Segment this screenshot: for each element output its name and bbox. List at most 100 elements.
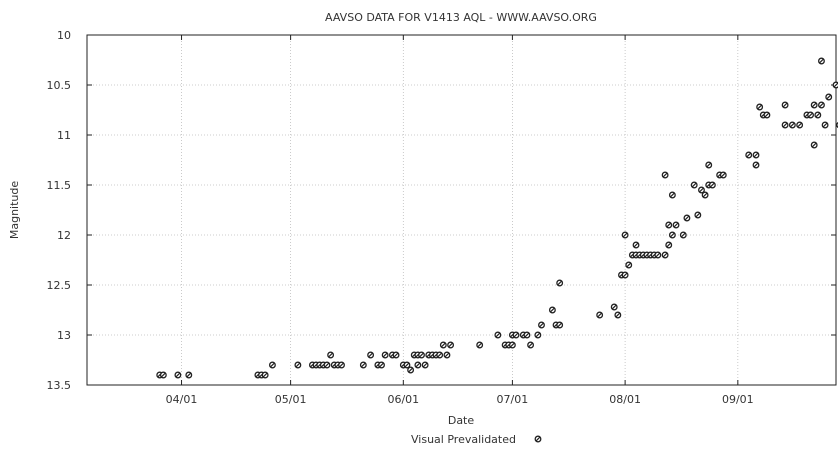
- data-point: [444, 352, 450, 358]
- data-point: [535, 332, 541, 338]
- data-point: [262, 372, 268, 378]
- data-point: [437, 352, 443, 358]
- data-point: [513, 332, 519, 338]
- data-point: [662, 252, 668, 258]
- data-point: [790, 122, 796, 128]
- legend-label: Visual Prevalidated: [411, 433, 516, 446]
- data-point: [826, 94, 832, 100]
- data-point: [691, 182, 697, 188]
- data-point: [670, 192, 676, 198]
- data-point: [797, 122, 803, 128]
- legend-marker: [535, 436, 541, 442]
- x-tick-label: 07/01: [497, 393, 529, 406]
- x-tick-label: 04/01: [166, 393, 198, 406]
- data-point: [633, 242, 639, 248]
- data-point: [753, 162, 759, 168]
- data-point: [422, 362, 428, 368]
- data-point: [710, 182, 716, 188]
- legend: Visual Prevalidated: [411, 433, 541, 446]
- data-point: [368, 352, 374, 358]
- data-point: [819, 102, 825, 108]
- x-tick-label: 08/01: [609, 393, 641, 406]
- data-point: [295, 362, 301, 368]
- data-point: [626, 262, 632, 268]
- data-point: [404, 362, 410, 368]
- data-point: [673, 222, 679, 228]
- data-point: [666, 242, 672, 248]
- data-point: [539, 322, 545, 328]
- plot-frame: [87, 35, 836, 385]
- data-point: [557, 280, 563, 286]
- data-point: [161, 372, 167, 378]
- data-point: [706, 162, 712, 168]
- data-point: [662, 172, 668, 178]
- data-point: [419, 352, 425, 358]
- data-point: [550, 307, 556, 313]
- data-point: [746, 152, 752, 158]
- x-tick-label: 06/01: [387, 393, 419, 406]
- data-point: [695, 212, 701, 218]
- y-tick-label: 12.5: [47, 279, 72, 292]
- data-point: [393, 352, 399, 358]
- y-axis-title: Magnitude: [8, 181, 21, 240]
- data-point: [764, 112, 770, 118]
- data-point: [324, 362, 330, 368]
- data-point: [622, 232, 628, 238]
- data-point: [757, 104, 763, 110]
- data-point: [684, 215, 690, 221]
- data-point: [477, 342, 483, 348]
- data-point: [611, 304, 617, 310]
- y-tick-label: 10.5: [47, 79, 72, 92]
- data-point: [270, 362, 276, 368]
- data-point: [819, 58, 825, 64]
- data-point: [666, 222, 672, 228]
- grid: [87, 35, 836, 385]
- data-point: [495, 332, 501, 338]
- data-point: [175, 372, 181, 378]
- x-axis-title: Date: [448, 414, 475, 427]
- data-point: [382, 352, 388, 358]
- data-point: [510, 342, 516, 348]
- data-point: [808, 112, 814, 118]
- y-tick-label: 12: [57, 229, 71, 242]
- data-point: [815, 112, 821, 118]
- chart-title: AAVSO DATA FOR V1413 AQL - WWW.AAVSO.ORG: [325, 11, 597, 24]
- y-tick-label: 11: [57, 129, 71, 142]
- data-point: [408, 367, 414, 373]
- data-point: [782, 102, 788, 108]
- data-point: [524, 332, 530, 338]
- data-point: [557, 322, 563, 328]
- data-point: [822, 122, 828, 128]
- y-tick-label: 13.5: [47, 379, 72, 392]
- y-tick-label: 11.5: [47, 179, 72, 192]
- data-point: [680, 232, 686, 238]
- data-point: [339, 362, 345, 368]
- data-point: [379, 362, 385, 368]
- data-point: [361, 362, 367, 368]
- legend-marker-slot: [535, 436, 541, 442]
- data-point: [782, 122, 788, 128]
- data-point: [615, 312, 621, 318]
- data-point: [186, 372, 192, 378]
- x-tick-label: 09/01: [722, 393, 754, 406]
- data-point: [670, 232, 676, 238]
- data-point: [833, 82, 838, 88]
- data-points: [157, 58, 838, 378]
- data-point: [448, 342, 454, 348]
- data-point: [622, 272, 628, 278]
- data-point: [655, 252, 661, 258]
- data-point: [415, 362, 421, 368]
- data-point: [699, 187, 705, 193]
- data-point: [720, 172, 726, 178]
- data-point: [328, 352, 334, 358]
- y-tick-label: 10: [57, 29, 71, 42]
- data-point: [597, 312, 603, 318]
- data-point: [441, 342, 447, 348]
- y-tick-label: 13: [57, 329, 71, 342]
- data-point: [811, 102, 817, 108]
- data-point: [528, 342, 534, 348]
- data-point: [702, 192, 708, 198]
